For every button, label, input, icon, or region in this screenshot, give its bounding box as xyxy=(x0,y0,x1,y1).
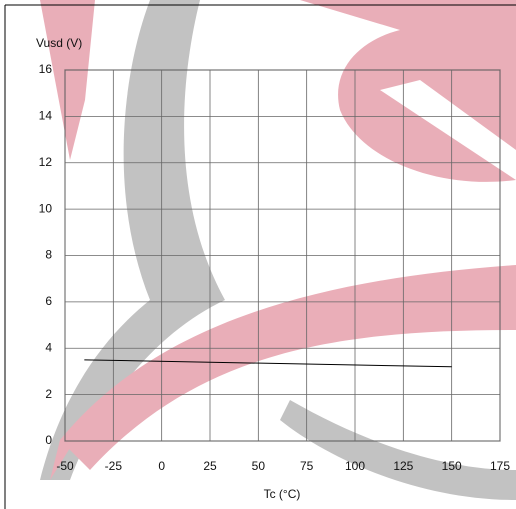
x-tick-label: 50 xyxy=(252,459,266,473)
watermark xyxy=(40,0,516,500)
y-tick-label: 16 xyxy=(39,62,53,76)
x-tick-label: 25 xyxy=(203,459,217,473)
x-tick-label: 100 xyxy=(345,459,365,473)
y-tick-label: 8 xyxy=(45,248,52,262)
x-tick-label: -50 xyxy=(56,459,74,473)
y-tick-label: 2 xyxy=(45,387,52,401)
x-tick-label: 75 xyxy=(300,459,314,473)
x-tick-label: 175 xyxy=(490,459,510,473)
y-tick-label: 12 xyxy=(39,155,53,169)
x-tick-label: -25 xyxy=(105,459,123,473)
y-tick-label: 6 xyxy=(45,294,52,308)
y-axis-label: Vusd (V) xyxy=(36,36,82,50)
y-tick-label: 4 xyxy=(45,340,52,354)
x-axis-label: Tc (°C) xyxy=(264,487,301,501)
x-tick-label: 125 xyxy=(393,459,413,473)
y-tick-label: 14 xyxy=(39,109,53,123)
data-line xyxy=(84,359,452,368)
y-tick-label: 10 xyxy=(39,201,53,215)
x-tick-label: 150 xyxy=(442,459,462,473)
y-tick-label: 0 xyxy=(45,433,52,447)
x-tick-label: 0 xyxy=(158,459,165,473)
